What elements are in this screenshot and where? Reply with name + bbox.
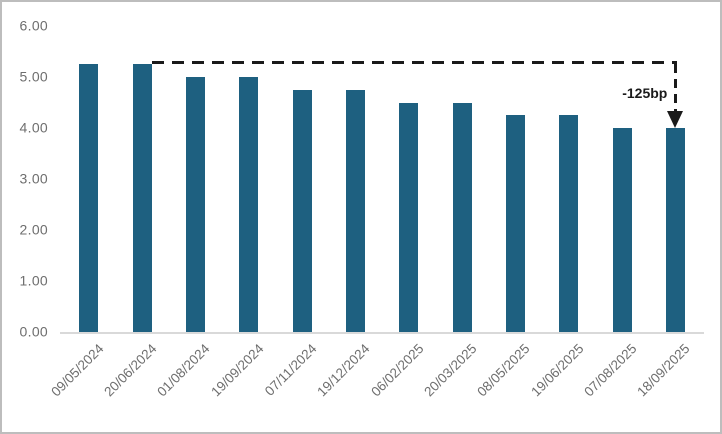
y-tick-label: 2.00 [19, 221, 48, 238]
x-tick-label: 01/08/2024 [154, 341, 213, 400]
x-tick-label: 18/09/2025 [634, 341, 693, 400]
bar [292, 89, 312, 332]
bar [185, 77, 205, 332]
x-tick-label: 19/06/2025 [527, 341, 587, 400]
annotation-dashed-line-vertical [673, 64, 677, 111]
x-tick-label: 19/09/2024 [207, 341, 267, 400]
y-tick-label: 4.00 [19, 119, 48, 136]
annotation-dashed-line-horizontal [151, 61, 677, 65]
bar [132, 64, 152, 332]
bar [559, 115, 579, 332]
y-tick-label: 5.00 [19, 68, 48, 85]
annotation-label: -125bp [622, 85, 668, 102]
bar [612, 128, 632, 332]
x-tick-label: 07/08/2025 [581, 341, 640, 400]
plot-area [62, 26, 702, 332]
x-tick-label: 19/12/2024 [314, 341, 373, 400]
x-tick-label: 20/06/2024 [101, 341, 160, 400]
x-tick-label: 20/03/2025 [421, 341, 480, 400]
y-tick-label: 6.00 [19, 17, 48, 34]
annotation-arrowhead-icon [666, 111, 683, 128]
bar [505, 115, 525, 332]
bar [399, 102, 419, 332]
bar [79, 64, 99, 332]
y-tick-label: 1.00 [19, 272, 48, 289]
x-tick-label: 06/02/2025 [367, 341, 427, 400]
x-tick-label: 07/11/2024 [261, 341, 320, 399]
y-axis: 0.00 1.00 2.00 3.00 4.00 5.00 6.00 [2, 2, 62, 432]
bar [345, 89, 365, 332]
y-tick-label: 0.00 [19, 323, 48, 340]
x-axis-line [60, 332, 704, 334]
y-tick-label: 3.00 [19, 170, 48, 187]
bar [239, 77, 259, 332]
x-tick-label: 08/05/2025 [474, 341, 533, 400]
bar [665, 128, 685, 332]
bar [452, 102, 472, 332]
